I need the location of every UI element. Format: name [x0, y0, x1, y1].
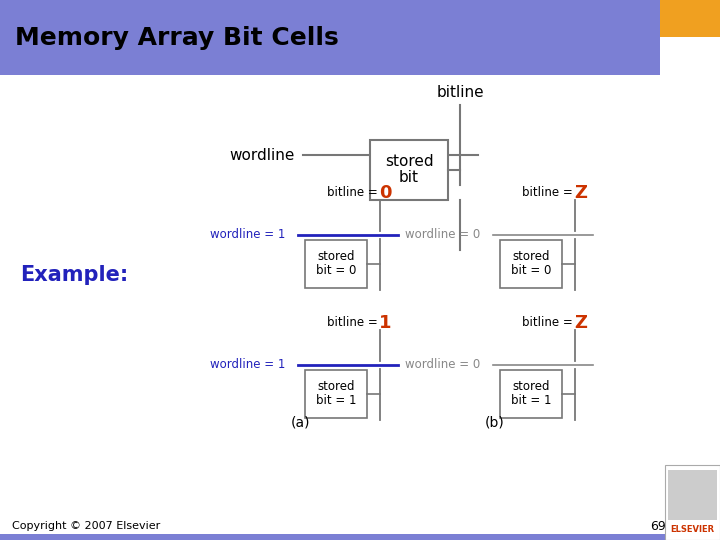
- Text: stored: stored: [512, 251, 550, 264]
- Text: bitline =: bitline =: [328, 186, 378, 199]
- FancyBboxPatch shape: [0, 534, 720, 540]
- Text: ELSEVIER: ELSEVIER: [670, 525, 714, 535]
- Text: bitline =: bitline =: [328, 316, 378, 329]
- FancyBboxPatch shape: [370, 140, 448, 200]
- Text: bitline =: bitline =: [522, 316, 573, 329]
- Text: (b): (b): [485, 415, 505, 429]
- Text: stored: stored: [512, 381, 550, 394]
- Text: stored: stored: [318, 381, 355, 394]
- FancyBboxPatch shape: [0, 0, 660, 75]
- Text: 1: 1: [379, 314, 392, 332]
- Text: Example:: Example:: [20, 265, 128, 285]
- Text: Z: Z: [574, 184, 587, 202]
- Text: Memory Array Bit Cells: Memory Array Bit Cells: [15, 25, 338, 50]
- Text: bit = 1: bit = 1: [316, 395, 356, 408]
- Text: Copyright © 2007 Elsevier: Copyright © 2007 Elsevier: [12, 521, 161, 531]
- Text: wordline = 0: wordline = 0: [405, 359, 480, 372]
- Text: Z: Z: [574, 314, 587, 332]
- Text: bit = 1: bit = 1: [510, 395, 552, 408]
- Text: (a): (a): [290, 415, 310, 429]
- FancyBboxPatch shape: [665, 465, 720, 540]
- Text: bit = 0: bit = 0: [316, 265, 356, 278]
- FancyBboxPatch shape: [500, 240, 562, 288]
- Text: bitline: bitline: [436, 85, 484, 100]
- Text: wordline = 1: wordline = 1: [210, 359, 285, 372]
- Text: stored: stored: [318, 251, 355, 264]
- FancyBboxPatch shape: [305, 240, 367, 288]
- FancyBboxPatch shape: [500, 370, 562, 418]
- Text: 69: 69: [650, 519, 666, 532]
- Text: bit: bit: [399, 171, 419, 186]
- Text: stored: stored: [384, 154, 433, 170]
- FancyBboxPatch shape: [305, 370, 367, 418]
- FancyBboxPatch shape: [668, 470, 717, 520]
- Text: bitline =: bitline =: [522, 186, 573, 199]
- Text: wordline = 0: wordline = 0: [405, 228, 480, 241]
- Text: bit = 0: bit = 0: [510, 265, 552, 278]
- Text: 0: 0: [379, 184, 392, 202]
- FancyBboxPatch shape: [660, 0, 720, 37]
- Text: wordline: wordline: [230, 147, 295, 163]
- Text: wordline = 1: wordline = 1: [210, 228, 285, 241]
